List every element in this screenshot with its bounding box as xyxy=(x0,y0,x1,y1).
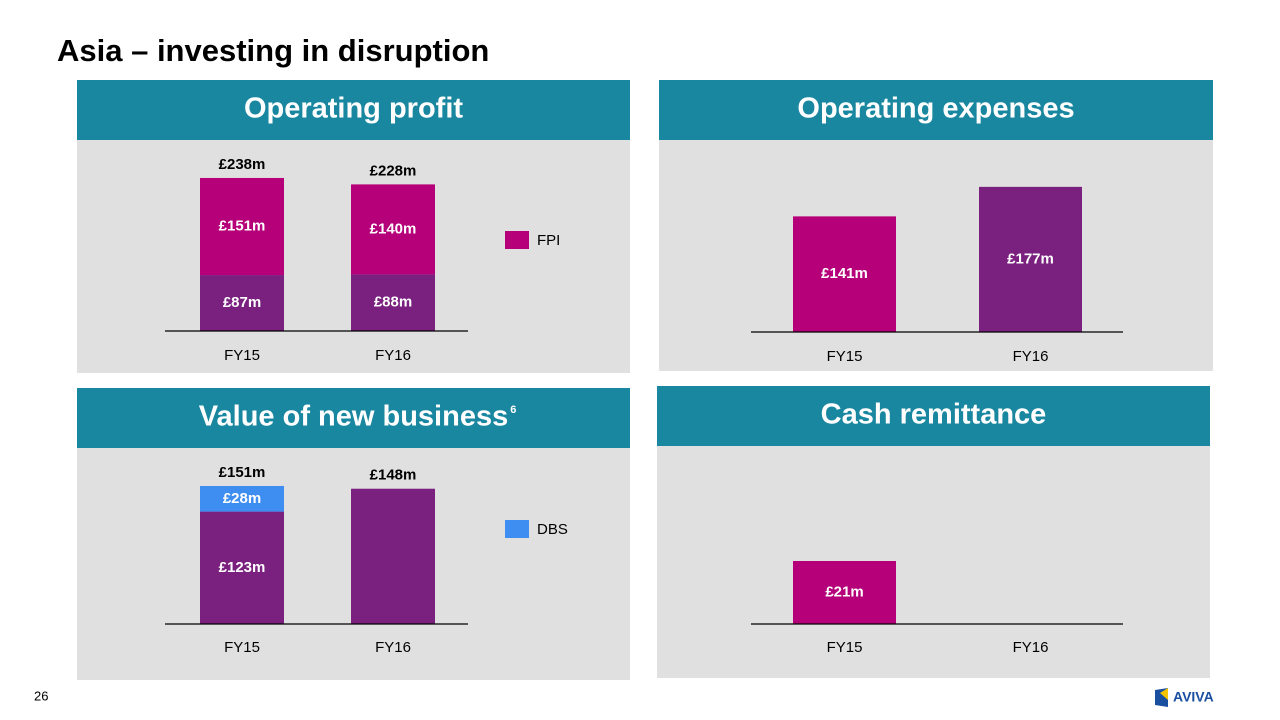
total-label: £238m xyxy=(219,156,266,173)
panel-title: Operating profit xyxy=(244,93,463,125)
value-label: £151m xyxy=(219,217,266,234)
value-label: £177m xyxy=(1007,250,1054,267)
legend-swatch xyxy=(505,231,529,249)
total-label: £148m xyxy=(370,467,417,484)
x-tick-label: FY15 xyxy=(827,348,863,365)
value-label: £28m xyxy=(223,490,261,507)
panel-title: Operating expenses xyxy=(797,93,1074,125)
slide-title: Asia – investing in disruption xyxy=(57,33,489,68)
panel-header xyxy=(657,386,1210,446)
legend-label: FPI xyxy=(537,232,560,249)
x-tick-label: FY15 xyxy=(827,639,863,656)
x-tick-label: FY16 xyxy=(375,639,411,656)
legend-label: DBS xyxy=(537,521,568,538)
bar-segment xyxy=(200,275,284,331)
bar-segment xyxy=(979,186,1082,332)
value-label: £21m xyxy=(825,583,863,600)
value-label: £141m xyxy=(821,265,868,282)
bar-segment xyxy=(793,561,896,624)
panel-title: Cash remittance xyxy=(821,399,1047,431)
bar-segment xyxy=(351,488,435,624)
x-tick-label: FY15 xyxy=(224,639,260,656)
panel-header xyxy=(77,80,630,140)
chart-panel: Operating expenses £141m FY15 £177m FY16 xyxy=(659,80,1213,371)
value-label: £88m xyxy=(374,294,412,311)
value-label: £87m xyxy=(223,294,261,311)
logo-icon-accent xyxy=(1160,688,1168,700)
bar-segment xyxy=(351,184,435,275)
footnote-marker: 6 xyxy=(510,404,516,416)
total-label: £228m xyxy=(370,162,417,179)
page-number: 26 xyxy=(34,688,48,703)
x-tick-label: FY16 xyxy=(1013,348,1049,365)
logo: AVIVA xyxy=(1155,688,1214,707)
x-tick-label: FY16 xyxy=(1013,639,1049,656)
chart-panel: Operating profit £87m £151m £238m FY15 £88m £1… xyxy=(77,80,630,373)
bar-segment xyxy=(793,216,896,332)
bar-segment xyxy=(351,274,435,331)
bar-segment xyxy=(200,511,284,624)
logo-text: AVIVA xyxy=(1173,689,1214,705)
bar-segment xyxy=(200,485,284,512)
legend-swatch xyxy=(505,520,529,538)
x-tick-label: FY15 xyxy=(224,347,260,364)
chart-panel: Value of new business 6 £123m £28m £151m FY15… xyxy=(77,388,630,680)
value-label: £123m xyxy=(219,559,266,576)
total-label: £151m xyxy=(219,464,266,481)
panel-title: Value of new business xyxy=(199,401,508,433)
value-label: £140m xyxy=(370,220,417,237)
panel-header xyxy=(659,80,1213,140)
panel-header xyxy=(77,388,630,448)
bar-segment xyxy=(200,177,284,276)
chart-panel: Cash remittance £21m FY15 FY16 xyxy=(657,386,1210,678)
x-tick-label: FY16 xyxy=(375,347,411,364)
